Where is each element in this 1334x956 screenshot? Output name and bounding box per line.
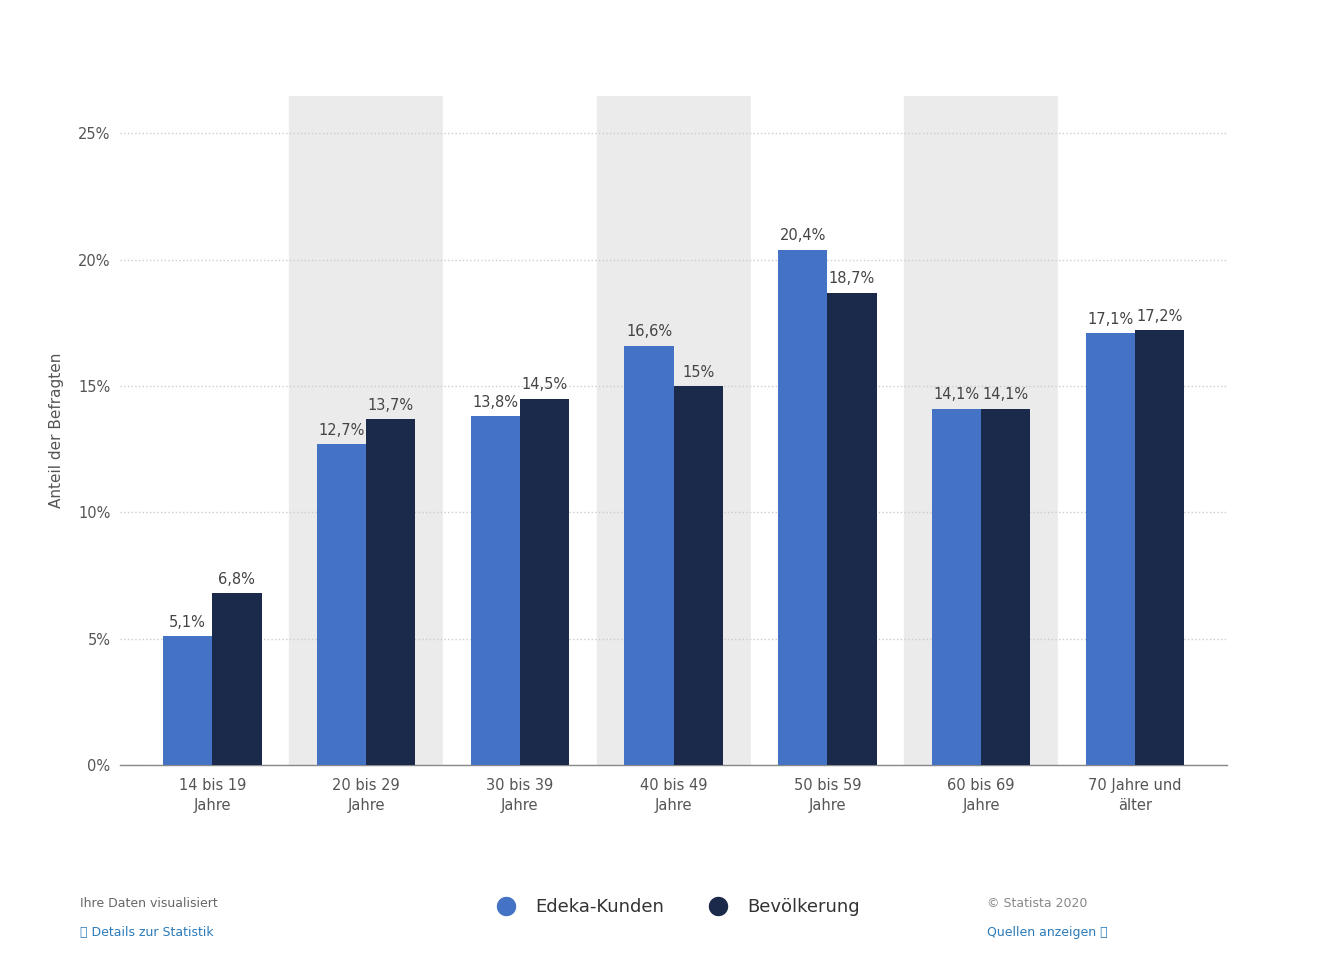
Text: 20,4%: 20,4%: [779, 228, 826, 244]
Text: 13,8%: 13,8%: [472, 395, 519, 410]
Y-axis label: Anteil der Befragten: Anteil der Befragten: [49, 353, 64, 508]
Bar: [751, 96, 904, 765]
Bar: [596, 96, 751, 765]
Bar: [366, 419, 415, 765]
Text: 14,1%: 14,1%: [983, 387, 1029, 402]
Text: Ihre Daten visualisiert: Ihre Daten visualisiert: [80, 897, 217, 910]
Bar: [317, 445, 366, 765]
Bar: [827, 293, 876, 765]
Bar: [163, 636, 212, 765]
Bar: [1058, 96, 1211, 765]
Bar: [471, 416, 520, 765]
Bar: [982, 409, 1030, 765]
Bar: [136, 96, 289, 765]
Bar: [674, 386, 723, 765]
Text: 14,5%: 14,5%: [522, 378, 567, 392]
Bar: [904, 96, 1058, 765]
Text: 14,1%: 14,1%: [934, 387, 979, 402]
Bar: [624, 346, 674, 765]
Text: 16,6%: 16,6%: [626, 324, 672, 339]
Bar: [1135, 331, 1185, 765]
Text: ⓘ Details zur Statistik: ⓘ Details zur Statistik: [80, 925, 213, 939]
Text: 17,2%: 17,2%: [1137, 309, 1183, 324]
Bar: [289, 96, 443, 765]
Bar: [778, 250, 827, 765]
Text: 6,8%: 6,8%: [219, 572, 255, 587]
Text: 17,1%: 17,1%: [1087, 312, 1134, 327]
Text: 5,1%: 5,1%: [169, 615, 207, 630]
Bar: [212, 593, 261, 765]
Text: Quellen anzeigen ⓘ: Quellen anzeigen ⓘ: [987, 925, 1107, 939]
Text: 18,7%: 18,7%: [828, 272, 875, 286]
Bar: [520, 399, 570, 765]
Bar: [932, 409, 982, 765]
Bar: [443, 96, 596, 765]
Bar: [1086, 333, 1135, 765]
Legend: Edeka-Kunden, Bevölkerung: Edeka-Kunden, Bevölkerung: [480, 891, 867, 923]
Text: 12,7%: 12,7%: [319, 423, 364, 438]
Text: © Statista 2020: © Statista 2020: [987, 897, 1087, 910]
Text: 13,7%: 13,7%: [368, 398, 414, 413]
Text: 15%: 15%: [682, 364, 715, 380]
